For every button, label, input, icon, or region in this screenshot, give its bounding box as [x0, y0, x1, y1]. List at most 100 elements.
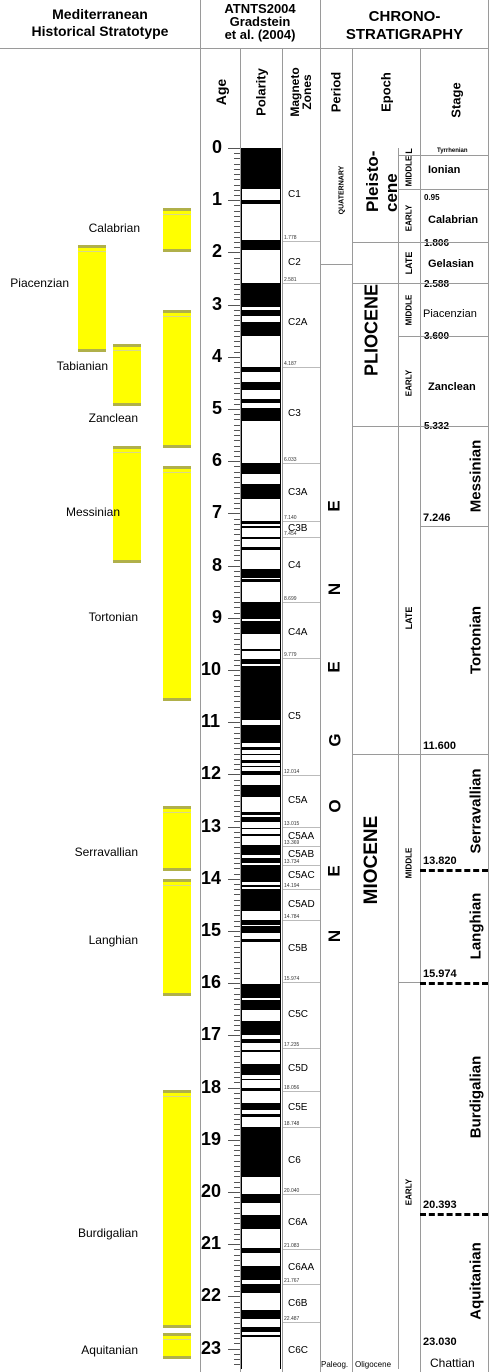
- age-tick-label: 15: [201, 920, 222, 940]
- stratotype-label: Zanclean: [88, 411, 138, 426]
- age-tick: [234, 1223, 240, 1225]
- polarity-normal-band: [241, 321, 281, 336]
- age-tick: [234, 842, 240, 844]
- magneto-zone-label: C3B: [288, 523, 308, 535]
- age-tick: [234, 763, 240, 765]
- polarity-normal-band: [241, 1335, 281, 1337]
- age-tick: [234, 863, 240, 865]
- age-tick: [234, 821, 240, 823]
- age-tick: [234, 189, 240, 191]
- stage-boundary: [420, 154, 489, 156]
- stage-label: Burdigalian: [467, 1055, 485, 1139]
- polarity-normal-band: [241, 784, 281, 797]
- stratotype-bar: [113, 343, 141, 407]
- age-tick: [234, 1160, 240, 1162]
- magneto-zone-boundary: [283, 658, 320, 660]
- paleogene-label: Paleog.: [321, 1360, 349, 1369]
- age-tick: [234, 570, 240, 572]
- magneto-zone-label: C5AC: [288, 870, 315, 882]
- age-tick: [228, 774, 240, 776]
- age-tick: [234, 372, 240, 374]
- age-tick: [228, 409, 240, 410]
- magneto-zone-label: C5AA: [288, 831, 315, 843]
- polarity-normal-band: [241, 1113, 281, 1117]
- age-tick: [234, 664, 240, 666]
- age-tick: [234, 1306, 240, 1308]
- subepoch-boundary: [398, 242, 420, 244]
- age-tick: [234, 716, 240, 718]
- age-tick: [234, 1024, 240, 1026]
- age-tick: [234, 1343, 240, 1345]
- age-tick: [234, 596, 240, 598]
- age-tick: [234, 367, 240, 369]
- age-tick: [234, 1113, 240, 1115]
- age-tick: [234, 502, 240, 504]
- stage-header: Stage: [448, 82, 464, 118]
- age-tick: [234, 555, 240, 557]
- age-tick-label: 9: [212, 606, 223, 627]
- polarity-normal-band: [241, 1214, 281, 1230]
- age-tick: [234, 586, 240, 588]
- age-tick: [234, 643, 240, 645]
- subepoch-label: EARLY: [404, 205, 414, 232]
- age-tick: [234, 1077, 240, 1079]
- age-tick-label: 16: [201, 972, 222, 993]
- age-tick: [228, 356, 240, 358]
- stratotype-bar: [78, 244, 106, 352]
- age-tick: [234, 429, 240, 431]
- polarity-normal-band: [241, 547, 281, 550]
- neogene-letter: E: [324, 661, 344, 674]
- age-tick-label: 22: [201, 1285, 222, 1306]
- age-tick: [228, 722, 240, 724]
- age-tick: [234, 362, 240, 364]
- age-tick: [234, 748, 240, 750]
- neogene-letter: G: [325, 733, 345, 748]
- polarity-normal-band: [241, 919, 281, 925]
- stage-boundary-age: 20.393: [423, 1198, 457, 1211]
- age-tick: [234, 1291, 240, 1293]
- polarity-normal-band: [241, 520, 281, 525]
- age-tick: [234, 1145, 240, 1147]
- age-tick-label: 2: [212, 241, 223, 262]
- age-tick: [228, 200, 240, 202]
- age-tick: [234, 831, 240, 833]
- age-tick: [234, 539, 240, 541]
- magneto-zone-boundary: [283, 240, 320, 242]
- magneto-zone-boundary: [283, 520, 320, 522]
- age-tick: [234, 638, 240, 640]
- age-tick: [234, 1051, 240, 1053]
- magneto-zone-boundary-age: 7.140: [284, 514, 297, 521]
- age-tick: [234, 299, 240, 301]
- stage-label: Aquitanian: [467, 1242, 485, 1321]
- age-tick-label: 17: [201, 1024, 222, 1045]
- age-tick-label: 7: [212, 502, 223, 523]
- quaternary-label: QUATERNARY: [338, 165, 346, 215]
- stage-boundary: [420, 753, 489, 755]
- med-header: Mediterranean Historical Stratotype: [31, 6, 169, 39]
- subepoch-boundary: [398, 981, 420, 983]
- age-tick: [234, 1155, 240, 1157]
- polarity-normal-band: [241, 148, 281, 189]
- age-tick: [234, 649, 240, 651]
- polarity-normal-band: [241, 1102, 281, 1111]
- stratotype-label: Tabianian: [56, 359, 108, 374]
- polarity-normal-band: [241, 1310, 281, 1320]
- age-tick: [234, 1364, 240, 1366]
- age-tick: [228, 565, 240, 567]
- age-tick: [234, 936, 240, 938]
- age-tick: [234, 847, 240, 849]
- age-tick: [228, 931, 240, 932]
- polarity-normal-band: [241, 240, 281, 250]
- stratotype-label: Tortonian: [88, 609, 138, 624]
- age-tick: [234, 1285, 240, 1287]
- age-tick-label: 19: [201, 1128, 222, 1149]
- age-tick: [234, 440, 240, 442]
- stage-boundary-age: 7.246: [423, 512, 451, 525]
- age-tick: [234, 335, 240, 337]
- age-tick: [234, 1275, 240, 1277]
- oligocene-label: Oligocene: [355, 1360, 392, 1369]
- stage-label: Tyrrhenian: [437, 147, 468, 154]
- age-tick: [234, 1134, 240, 1136]
- frame-line: [282, 48, 283, 1372]
- age-tick: [234, 654, 240, 656]
